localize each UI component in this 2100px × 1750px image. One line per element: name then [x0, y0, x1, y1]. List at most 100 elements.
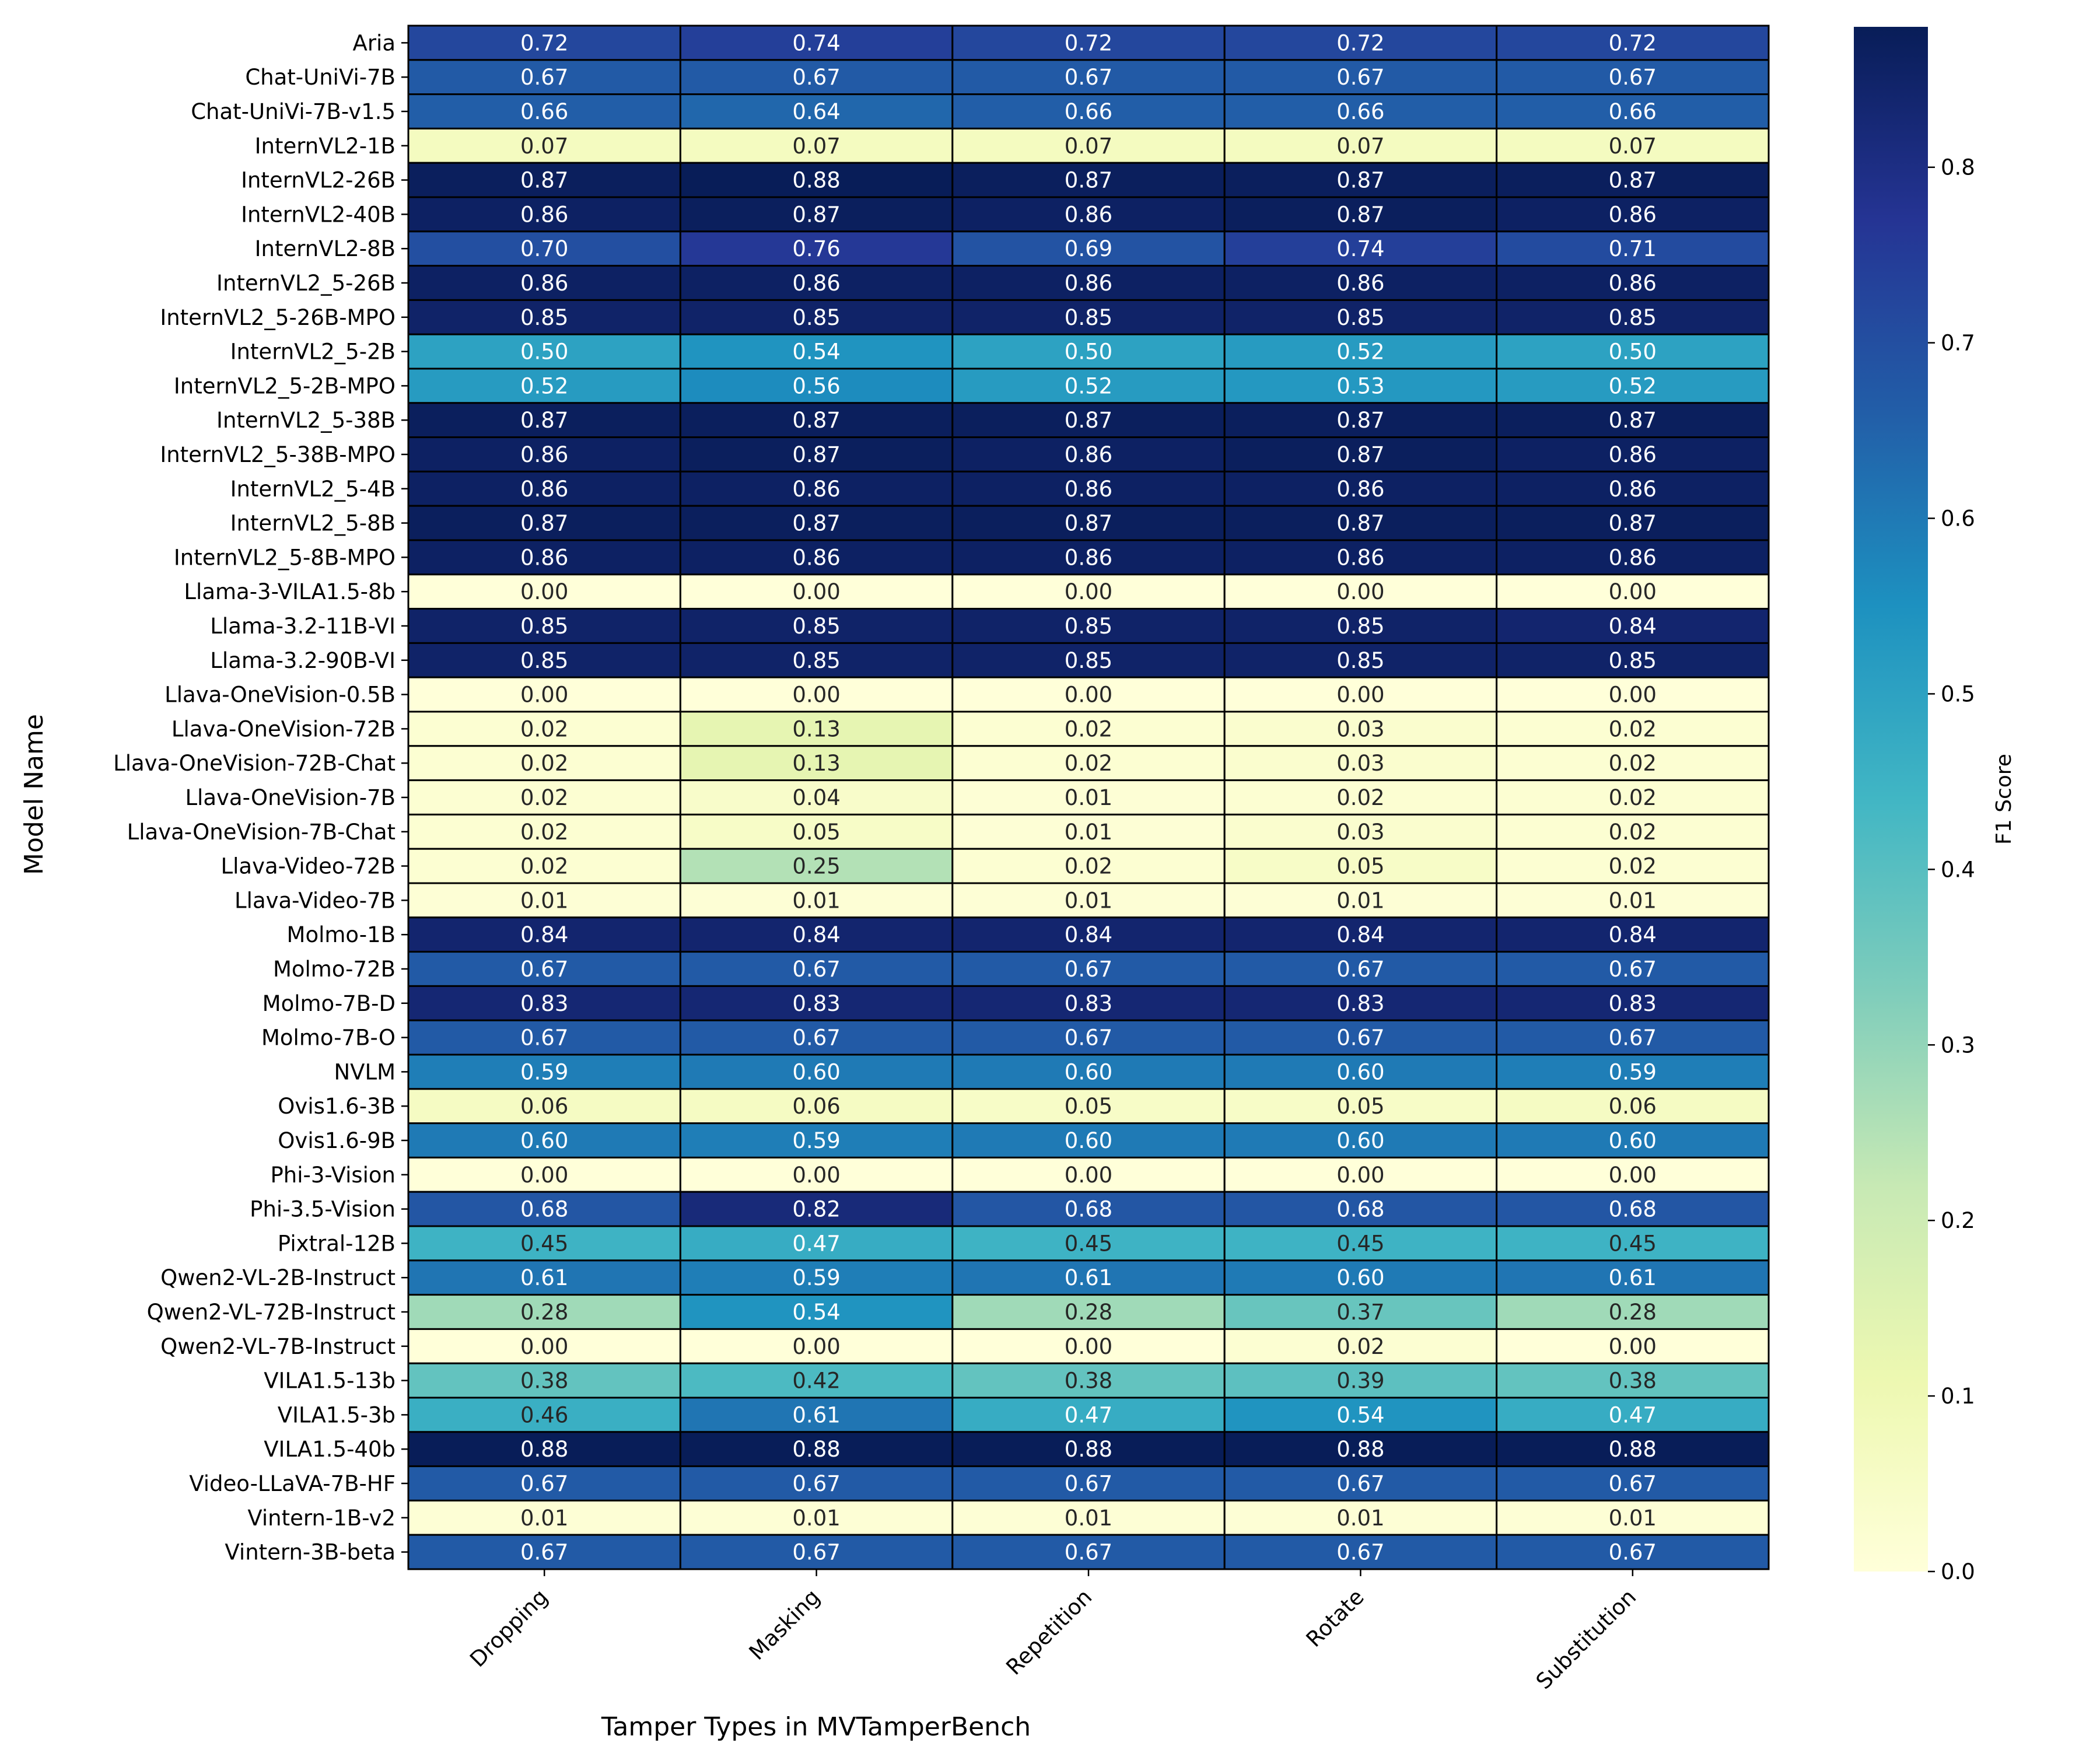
cell-value-label: 0.85	[792, 305, 840, 330]
cell-value-label: 0.61	[1065, 1265, 1112, 1290]
cell-value-label: 0.67	[1336, 957, 1384, 982]
cell-value-label: 0.74	[1336, 236, 1384, 261]
cell-value-label: 0.00	[520, 1334, 568, 1359]
cell-value-label: 0.01	[792, 888, 840, 913]
heatmap-cell	[679, 1122, 954, 1158]
cell-value-label: 0.45	[1336, 1231, 1384, 1256]
heatmap-cell	[679, 1259, 954, 1296]
cell-value-label: 0.87	[520, 511, 568, 536]
cell-value-label: 0.85	[1065, 614, 1112, 639]
cell-value-label: 0.84	[1336, 922, 1384, 947]
cell-value-label: 0.84	[792, 922, 840, 947]
cell-value-label: 0.87	[520, 408, 568, 433]
heatmap-cell	[407, 1499, 681, 1536]
cell-value-label: 0.86	[1336, 545, 1384, 570]
row-label: InternVL2-8B	[255, 236, 396, 261]
cell-value-label: 0.86	[1609, 271, 1657, 296]
heatmap-cell	[679, 882, 954, 919]
cell-value-label: 0.01	[1065, 820, 1112, 845]
cell-value-label: 0.87	[792, 442, 840, 467]
row-label: Phi-3.5-Vision	[250, 1197, 396, 1222]
heatmap-cell	[1496, 333, 1770, 370]
colorbar-gradient	[1854, 27, 1928, 1572]
row-label: Molmo-1B	[287, 922, 396, 947]
heatmap-cell	[951, 1191, 1226, 1227]
x-axis-label: Tamper Types in MVTamperBench	[601, 1712, 1031, 1742]
heatmap-cell	[951, 196, 1226, 233]
cell-value-label: 0.60	[792, 1059, 840, 1084]
heatmap-cell	[679, 848, 954, 884]
heatmap-cell	[679, 539, 954, 576]
colorbar-ticks: 0.0 0.1 0.2 0.3 0.4 0.5 0.6 0.7 0.8	[1928, 155, 1975, 1584]
cell-value-label: 0.67	[1065, 1471, 1112, 1496]
cell-value-label: 0.86	[1609, 202, 1657, 227]
cell-value-label: 0.68	[1609, 1197, 1657, 1222]
cell-value-label: 0.67	[1336, 1540, 1384, 1565]
cell-value-label: 0.82	[792, 1197, 840, 1222]
heatmap-cell	[407, 1362, 681, 1399]
cell-value-label: 0.84	[1609, 614, 1657, 639]
cell-value-label: 0.60	[520, 1128, 568, 1153]
cell-value-label: 0.00	[1609, 1334, 1657, 1359]
heatmap-cell	[1496, 127, 1770, 164]
heatmap-cell	[679, 333, 954, 370]
heatmap-cell	[679, 470, 954, 507]
cell-value-label: 0.03	[1336, 751, 1384, 776]
cell-value-label: 0.83	[1609, 991, 1657, 1016]
colorbar: 0.0 0.1 0.2 0.3 0.4 0.5 0.6 0.7 0.8 F1 Score	[1854, 27, 2016, 1584]
cell-value-label: 0.67	[1065, 957, 1112, 982]
cell-value-label: 0.86	[1336, 477, 1384, 502]
column-label: Rotate	[1301, 1584, 1369, 1652]
cell-value-label: 0.07	[1336, 134, 1384, 159]
heatmap-cell	[679, 93, 954, 130]
heatmap-cell	[407, 813, 681, 850]
cell-value-label: 0.87	[1609, 168, 1657, 193]
row-label: InternVL2_5-38B-MPO	[160, 442, 396, 467]
heatmap-cell	[679, 299, 954, 335]
cell-value-label: 0.01	[1336, 1506, 1384, 1531]
cell-value-label: 0.02	[520, 854, 568, 879]
row-label: Llava-OneVision-7B-Chat	[127, 820, 396, 845]
row-labels: Aria Chat-UniVi-7B Chat-UniVi-7B-v1.5 Inter…	[113, 30, 408, 1565]
row-label: Vintern-3B-beta	[225, 1540, 396, 1565]
cell-value-label: 0.01	[1065, 785, 1112, 810]
cell-value-label: 0.02	[1065, 751, 1112, 776]
cell-value-label: 0.86	[1065, 271, 1112, 296]
cell-value-label: 0.76	[792, 236, 840, 261]
cell-value-label: 0.86	[1065, 477, 1112, 502]
heatmap-cell	[407, 470, 681, 507]
heatmap-cell	[679, 985, 954, 1021]
heatmap-cell	[679, 1499, 954, 1536]
cell-value-label: 0.13	[792, 751, 840, 776]
heatmap-cell	[951, 127, 1226, 164]
row-label: Qwen2-VL-72B-Instruct	[147, 1300, 396, 1325]
heatmap-cell	[407, 1088, 681, 1125]
heatmap-cell	[1223, 368, 1498, 404]
cell-value-label: 0.61	[520, 1265, 568, 1290]
heatmap-cell	[1496, 1019, 1770, 1056]
cell-value-label: 0.01	[1065, 888, 1112, 913]
row-label: InternVL2-1B	[255, 134, 396, 159]
cell-value-label: 0.86	[520, 477, 568, 502]
colorbar-tick-label: 0.4	[1941, 857, 1975, 882]
colorbar-tick-label: 0.5	[1941, 681, 1975, 706]
cell-value-label: 0.67	[520, 1471, 568, 1496]
cell-value-label: 0.83	[1065, 991, 1112, 1016]
heatmap-cell	[1496, 1465, 1770, 1502]
row-label: Chat-UniVi-7B-v1.5	[191, 99, 396, 124]
cell-value-label: 0.61	[792, 1402, 840, 1427]
row-label: Llava-Video-72B	[221, 854, 396, 879]
cell-value-label: 0.67	[792, 957, 840, 982]
cell-value-label: 0.28	[1065, 1300, 1112, 1325]
row-label: InternVL2_5-26B-MPO	[160, 305, 396, 330]
cell-value-label: 0.06	[1609, 1094, 1657, 1119]
cell-value-label: 0.66	[520, 99, 568, 124]
heatmap-cell	[1496, 1054, 1770, 1090]
colorbar-label: F1 Score	[1992, 754, 2016, 845]
heatmap-cell	[1223, 1328, 1498, 1364]
colorbar-tick-label: 0.0	[1941, 1559, 1975, 1584]
cell-value-label: 0.84	[1609, 922, 1657, 947]
heatmap-cell	[1496, 299, 1770, 335]
heatmap-cell	[1496, 779, 1770, 816]
